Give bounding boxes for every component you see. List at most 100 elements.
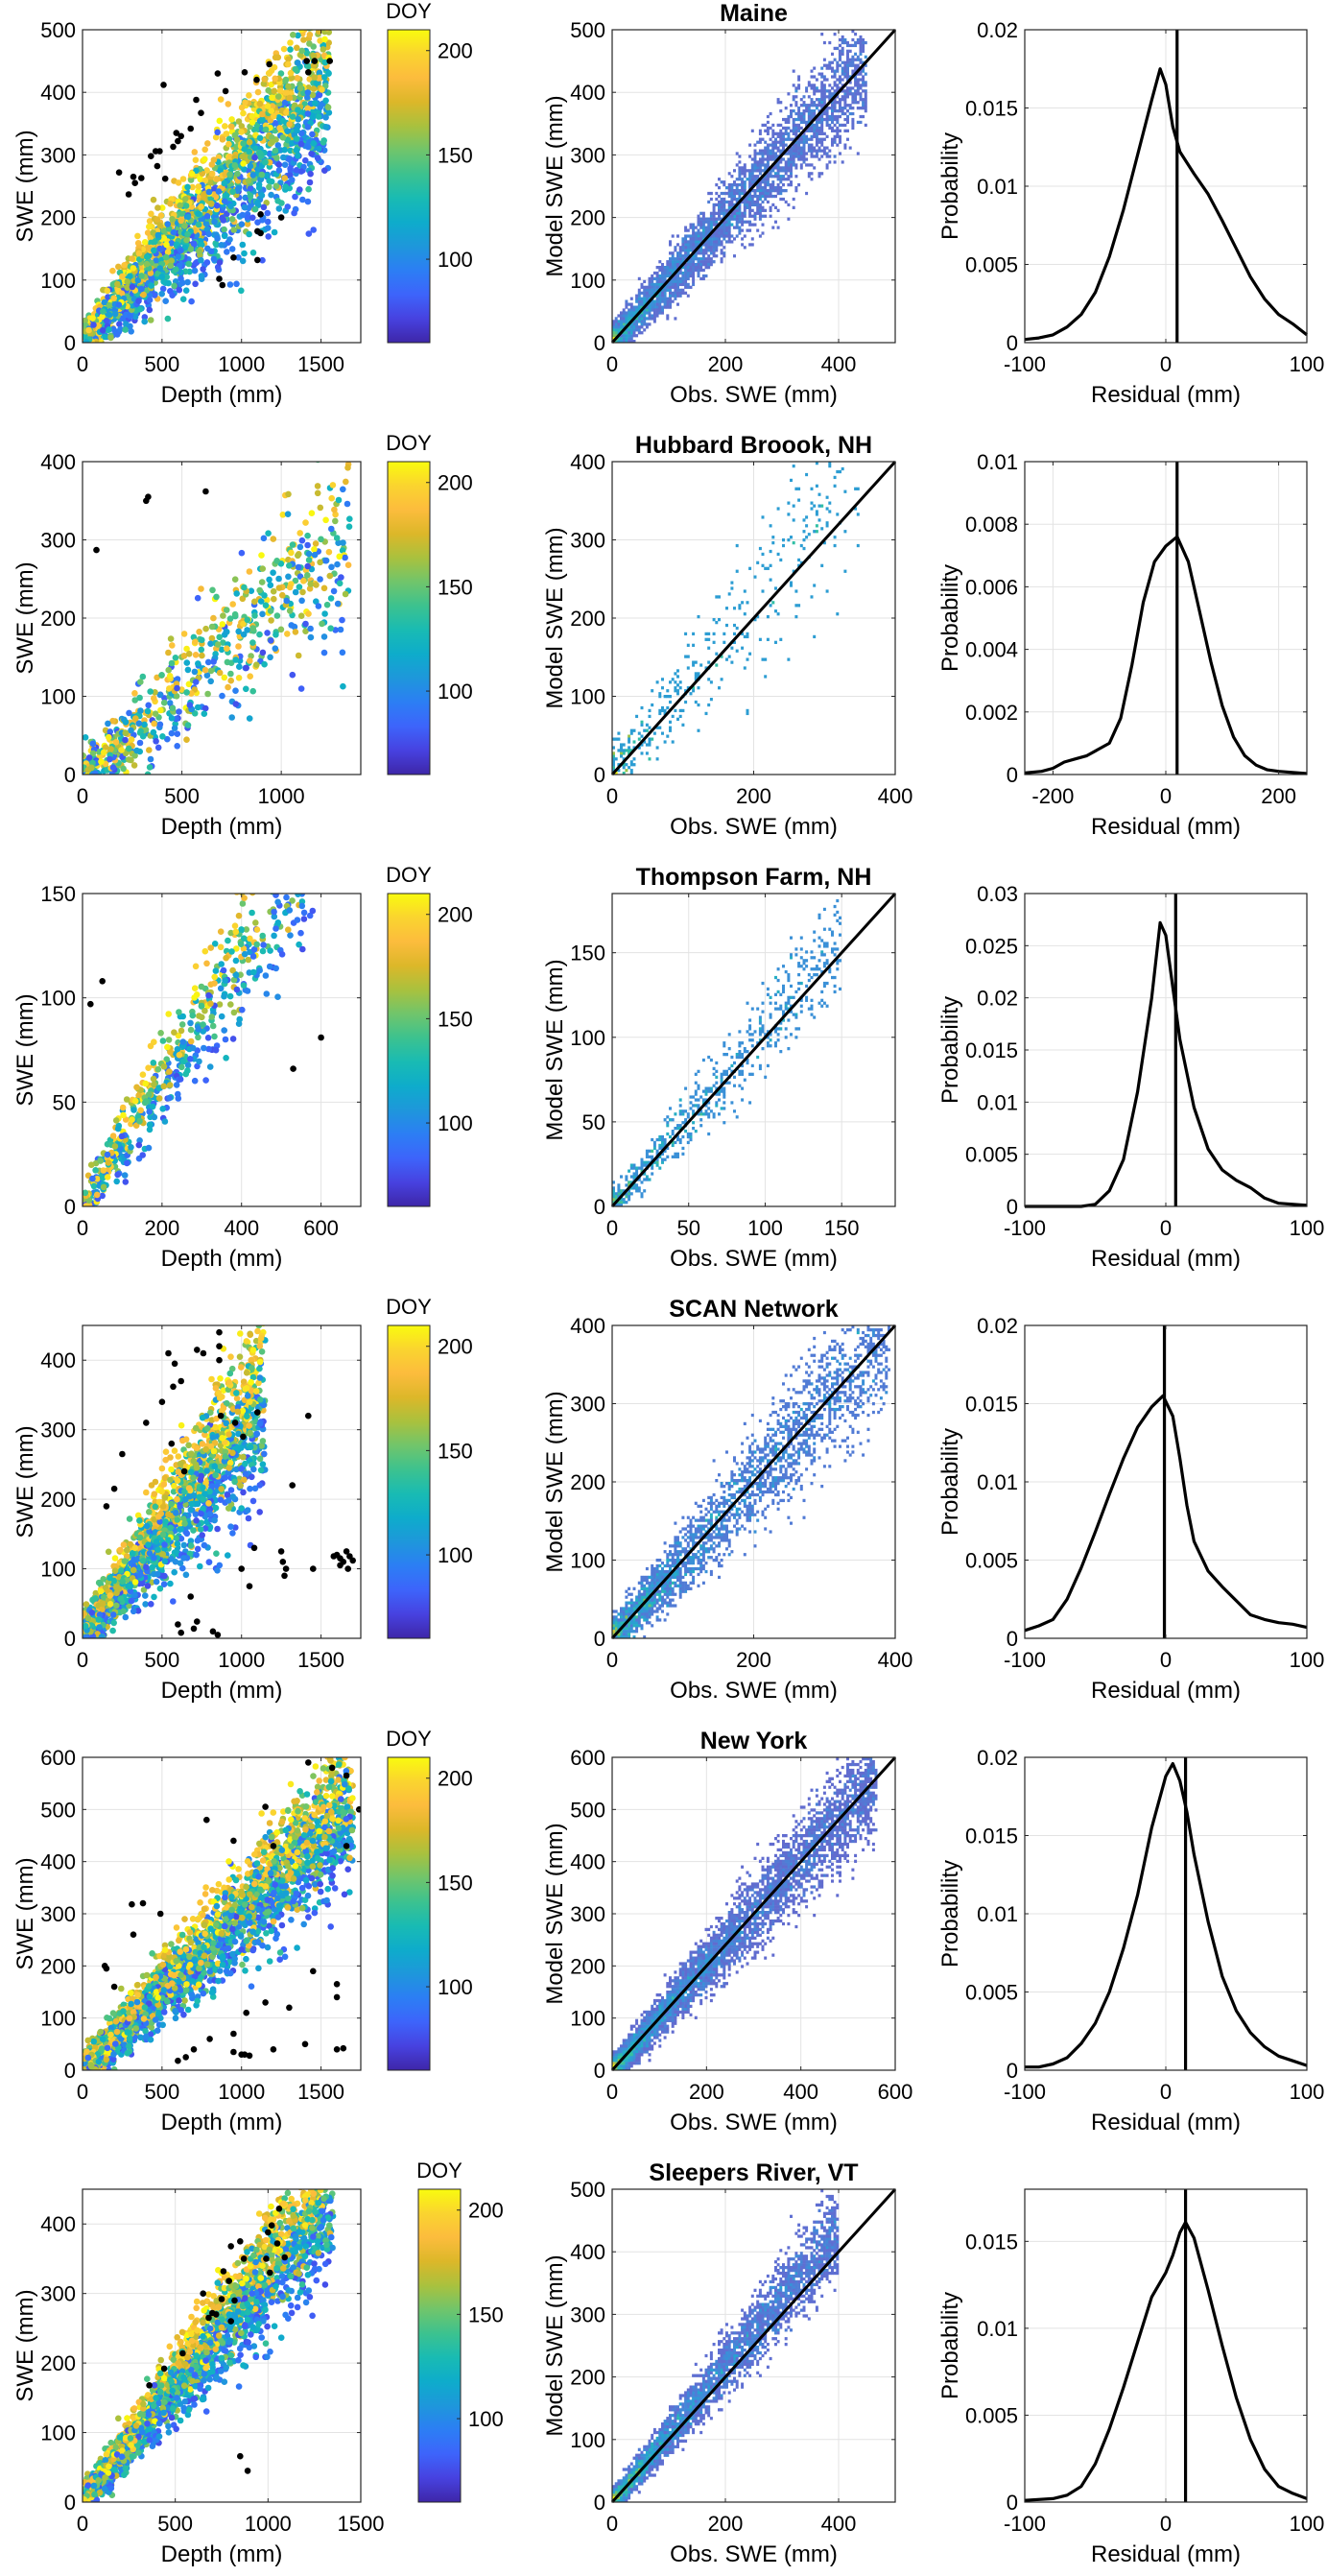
heatmap-cell xyxy=(848,60,852,64)
heatmap-cell xyxy=(839,37,841,42)
heatmap-cell xyxy=(718,203,721,207)
heatmap-cell xyxy=(614,320,618,323)
scatter-point xyxy=(216,259,224,266)
heatmap-cell xyxy=(694,268,698,273)
scatter-point xyxy=(295,3,301,10)
scatter-point xyxy=(221,232,228,240)
heatmap-cell xyxy=(648,311,652,315)
heatmap-cell xyxy=(841,46,844,51)
heatmap-cell xyxy=(822,149,826,153)
heatmap-cell xyxy=(862,46,865,51)
heatmap-cell xyxy=(758,160,762,164)
heatmap-cell xyxy=(681,243,685,247)
heatmap-cell xyxy=(792,83,795,87)
heatmap-cell xyxy=(787,117,791,122)
heatmap-cell xyxy=(761,155,765,158)
heatmap-cell xyxy=(792,155,795,158)
heatmap-cell xyxy=(645,317,649,321)
heatmap-cell xyxy=(733,226,736,229)
heatmap-cell xyxy=(810,155,814,158)
scatter-point xyxy=(225,140,232,148)
heatmap-cell xyxy=(784,189,788,193)
heatmap-cell xyxy=(648,322,652,326)
heatmap-cell xyxy=(632,763,636,767)
heatmap-cell xyxy=(822,137,826,141)
heatmap-cell xyxy=(643,317,647,321)
scatter-point xyxy=(320,12,327,18)
heatmap-cell xyxy=(856,37,860,42)
heatmap-cell xyxy=(715,183,719,187)
heatmap-cell xyxy=(645,308,649,312)
heatmap-cell xyxy=(629,314,633,318)
heatmap-cell xyxy=(715,652,719,656)
heatmap-cell xyxy=(794,117,798,122)
scatter-point xyxy=(317,576,323,583)
heatmap-cell xyxy=(694,231,698,235)
scatter-point xyxy=(205,188,213,196)
scatter-point xyxy=(131,690,138,697)
scatter-point xyxy=(169,292,176,299)
heatmap-cell xyxy=(782,126,785,131)
scatter-point xyxy=(228,216,236,223)
heatmap-cell xyxy=(735,223,739,227)
scatter-point xyxy=(305,610,312,617)
scatter-point xyxy=(210,156,218,163)
scatter-point xyxy=(342,554,348,561)
heatmap-cell xyxy=(782,146,785,150)
heatmap-cell xyxy=(720,200,723,204)
heatmap-cell xyxy=(825,114,829,119)
heatmap-cell xyxy=(758,186,762,190)
heatmap-cell xyxy=(758,197,762,202)
scatter-point xyxy=(242,99,249,106)
heatmap-cell xyxy=(799,117,803,122)
heatmap-cell xyxy=(689,234,693,238)
scatter-point xyxy=(293,167,300,174)
scatter-point xyxy=(192,156,200,163)
heatmap-cell xyxy=(756,205,760,209)
outlier-point xyxy=(125,191,132,198)
heatmap-cell xyxy=(790,180,793,184)
heatmap-cell xyxy=(707,217,711,221)
scatter-point xyxy=(310,227,318,233)
scatter-point xyxy=(271,87,278,95)
heatmap-cell xyxy=(805,89,809,93)
heatmap-cell xyxy=(701,217,705,221)
heatmap-cell xyxy=(676,257,679,261)
outlier-point xyxy=(326,58,334,64)
heatmap-cell xyxy=(741,223,745,227)
heatmap-cell xyxy=(813,83,817,87)
scatter-point xyxy=(225,683,231,691)
heatmap-cell xyxy=(766,200,770,204)
heatmap-cell xyxy=(828,160,832,164)
heatmap-cell xyxy=(694,700,698,704)
heatmap-cell xyxy=(720,197,723,202)
scatter-point xyxy=(308,510,316,516)
scatter-point xyxy=(176,286,183,294)
scatter-point xyxy=(283,108,290,116)
scatter-point xyxy=(261,660,268,668)
scatter-point xyxy=(304,562,312,570)
heatmap-cell xyxy=(864,72,867,76)
heatmap-cell xyxy=(709,226,713,229)
heatmap-cell xyxy=(797,123,801,128)
scatter-point xyxy=(133,747,140,754)
heatmap-cell xyxy=(637,294,641,298)
heatmap-cell xyxy=(733,180,736,184)
heatmap-cell xyxy=(738,214,742,218)
scatter-point xyxy=(146,306,154,314)
heatmap-cell xyxy=(764,197,768,202)
heatmap-cell xyxy=(782,117,785,122)
scatter-point xyxy=(89,740,97,748)
heatmap-cell xyxy=(831,75,834,79)
heatmap-cell xyxy=(833,83,837,87)
heatmap-cell xyxy=(678,279,682,284)
heatmap-cell xyxy=(784,131,788,135)
heatmap-cell xyxy=(743,189,746,193)
heatmap-cell xyxy=(735,217,739,221)
scatter-ytick-label: 200 xyxy=(40,206,76,230)
heatmap-cell xyxy=(678,260,682,264)
outlier-point xyxy=(202,488,209,495)
heatmap-cell xyxy=(774,146,777,150)
heatmap-cell xyxy=(738,178,742,181)
heatmap-cell xyxy=(792,109,795,113)
